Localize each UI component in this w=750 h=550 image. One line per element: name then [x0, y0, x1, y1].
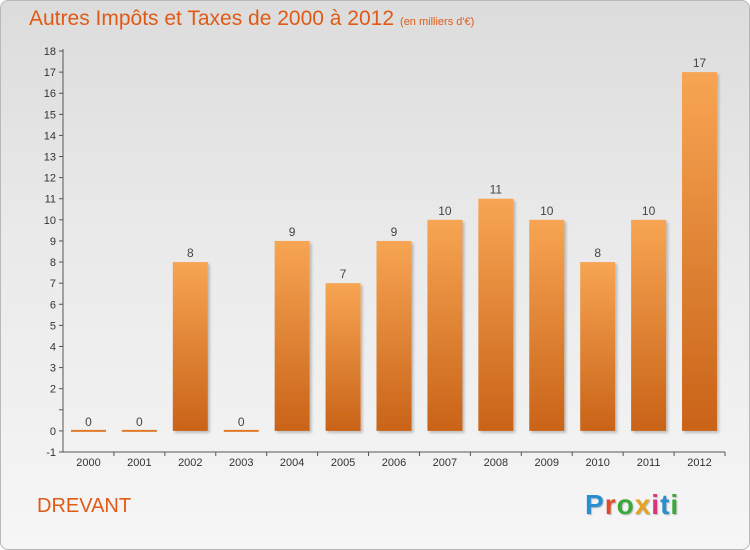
bar-2005 [325, 283, 361, 431]
y-tick-label: 10 [44, 215, 56, 227]
y-tick-label: 16 [44, 88, 56, 100]
bars [70, 72, 718, 432]
y-tick-label: -1 [46, 447, 56, 459]
data-labels: 0 0 8 0 9 7 9 10 11 10 8 10 17 [85, 56, 706, 429]
x-tick-label: 2005 [331, 457, 355, 469]
data-label-2007: 10 [438, 204, 452, 218]
y-tick-label: 14 [44, 130, 56, 142]
axes: -1 0 2 3 4 5 6 7 8 9 10 11 12 13 14 15 16 17 18 2000 2001 200… [44, 46, 726, 469]
proxiti-logo[interactable]: Proxiti [585, 489, 679, 521]
data-label-2011: 10 [642, 204, 656, 218]
y-tick-label: 3 [50, 363, 56, 375]
y-tick-label: 5 [50, 320, 56, 332]
y-tick-label: 18 [44, 46, 56, 58]
logo-letter: i [670, 489, 680, 520]
data-label-2002: 8 [187, 246, 194, 260]
x-tick-label: 2009 [535, 457, 559, 469]
bar-2011 [631, 219, 667, 431]
logo-letter: o [616, 489, 635, 520]
bar-2006 [376, 240, 412, 431]
y-tick-label: 7 [50, 278, 56, 290]
y-tick-label: 11 [45, 194, 56, 206]
logo-letter: t [660, 489, 671, 520]
bar-2010 [580, 262, 616, 431]
x-tick-label: 2006 [382, 457, 406, 469]
data-label-2010: 8 [594, 246, 601, 260]
data-label-2004: 9 [289, 225, 296, 239]
y-tick-label: 4 [50, 341, 56, 353]
x-tick-label: 2008 [484, 457, 508, 469]
x-tick-label: 2012 [687, 457, 711, 469]
y-tick-label: 15 [44, 109, 56, 121]
logo-letter: i [651, 489, 661, 520]
bar-2012 [682, 72, 718, 431]
logo-letter: r [604, 489, 617, 520]
bar-2004 [274, 240, 310, 431]
data-label-2001: 0 [136, 415, 143, 429]
y-tick-label: 6 [50, 299, 56, 311]
y-tick-label: 13 [44, 152, 56, 164]
commune-name: DREVANT [37, 495, 132, 517]
logo-letter: x [634, 489, 652, 520]
y-tick-label: 8 [50, 257, 56, 269]
bar-2002 [172, 262, 208, 431]
x-tick-label: 2004 [280, 457, 304, 469]
data-label-2003: 0 [238, 415, 245, 429]
bar-2009 [529, 219, 565, 431]
x-tick-label: 2001 [127, 457, 151, 469]
x-tick-label: 2003 [229, 457, 253, 469]
x-tick-label: 2000 [76, 457, 100, 469]
data-label-2006: 9 [391, 225, 398, 239]
y-tick-label: 17 [44, 67, 56, 79]
chart-title: Autres Impôts et Taxes de 2000 à 2012 (en… [29, 7, 474, 31]
x-tick-label: 2011 [637, 457, 661, 469]
data-label-2012: 17 [693, 56, 707, 70]
data-label-2008: 11 [490, 183, 503, 197]
data-label-2009: 10 [540, 204, 554, 218]
data-label-2005: 7 [340, 267, 347, 281]
x-tick-label: 2002 [178, 457, 202, 469]
x-tick-label: 2007 [433, 457, 457, 469]
data-label-2000: 0 [85, 415, 92, 429]
y-tick-label: 12 [44, 173, 56, 185]
y-tick-label: 9 [50, 236, 56, 248]
logo-letter: P [585, 489, 605, 520]
y-tick-label: 0 [50, 426, 56, 438]
chart-subtitle: (en milliers d'€) [400, 16, 475, 28]
y-tick-label: 2 [50, 384, 56, 396]
bar-2007 [427, 219, 463, 431]
x-tick-label: 2010 [585, 457, 609, 469]
bar-2008 [478, 198, 514, 431]
chart-title-text: Autres Impôts et Taxes de 2000 à 2012 [29, 7, 395, 30]
